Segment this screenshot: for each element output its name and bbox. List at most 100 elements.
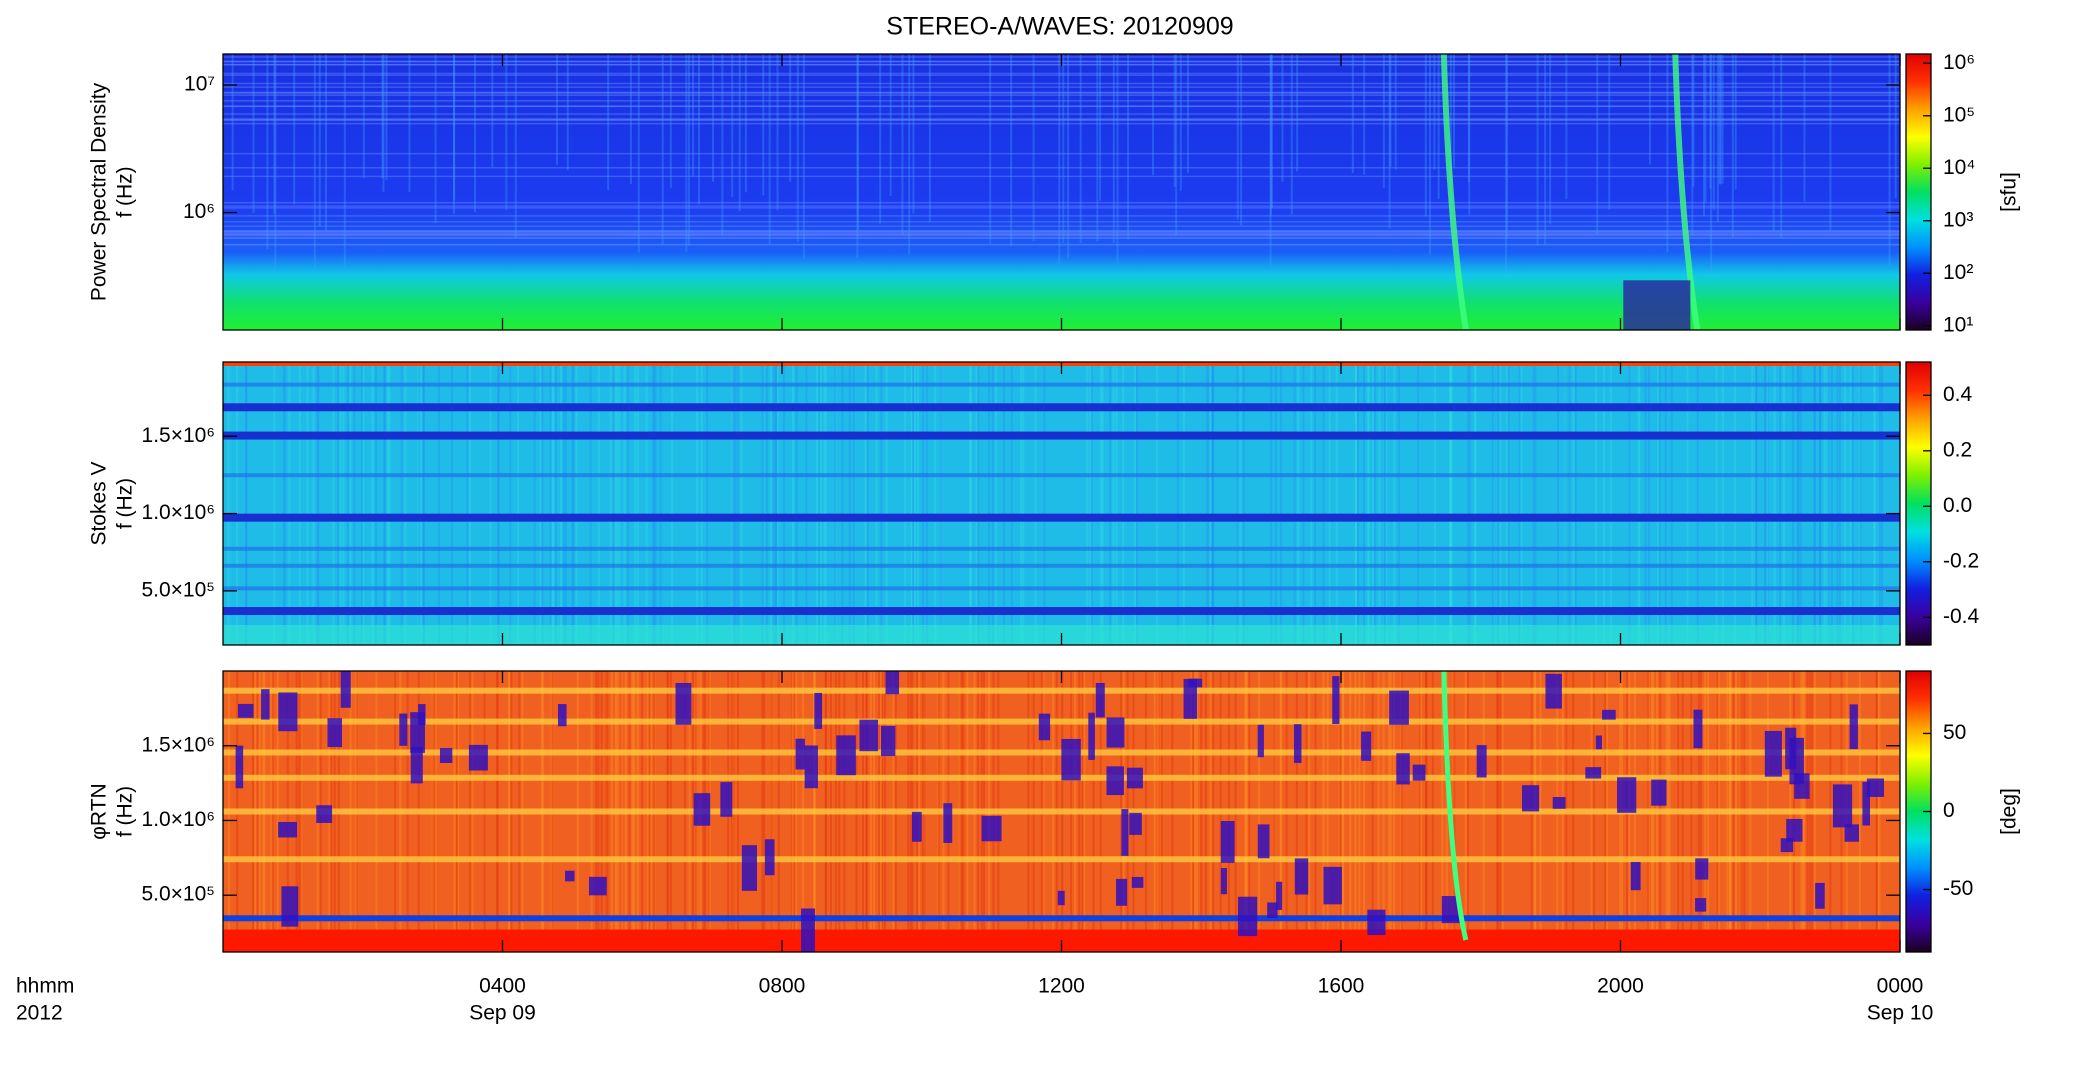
spectrogram-texture bbox=[1378, 362, 1381, 645]
spectrogram bbox=[223, 362, 1900, 645]
spectrogram-texture bbox=[864, 362, 867, 645]
spectrogram-texture bbox=[223, 82, 1900, 85]
spectrogram-texture bbox=[1389, 54, 1392, 167]
spectrogram-texture bbox=[618, 362, 621, 645]
spectrogram-texture bbox=[687, 54, 690, 246]
spectrogram-texture bbox=[734, 362, 737, 645]
spectrogram-texture bbox=[1109, 362, 1112, 645]
spectrogram-texture bbox=[1212, 362, 1215, 645]
spectrogram-texture bbox=[1712, 54, 1715, 211]
spectrogram-texture bbox=[820, 362, 823, 645]
spectrogram-texture bbox=[1126, 767, 1143, 789]
spectrogram-texture bbox=[339, 362, 342, 645]
spectrogram-texture bbox=[1332, 676, 1340, 725]
spectrogram-texture bbox=[991, 362, 994, 645]
spectrogram-texture bbox=[555, 54, 558, 165]
spectrogram-texture bbox=[1010, 54, 1013, 247]
spectrogram-texture bbox=[278, 821, 298, 838]
spectrogram-texture bbox=[223, 167, 1900, 169]
spectrogram-texture bbox=[1441, 896, 1460, 924]
spectrogram-texture bbox=[1134, 362, 1137, 645]
spectrogram-texture bbox=[231, 54, 234, 191]
spectrogram-texture bbox=[489, 362, 492, 645]
spectrogram-texture bbox=[834, 362, 837, 645]
spectrogram-texture bbox=[1648, 54, 1651, 165]
spectrogram-texture bbox=[772, 362, 775, 645]
spectrogram-texture bbox=[1269, 54, 1272, 268]
spectrogram-texture bbox=[1088, 712, 1095, 760]
spectrogram-texture bbox=[327, 718, 343, 748]
colorbar-label: [deg] bbox=[1998, 788, 2021, 835]
spectrogram-texture bbox=[1780, 54, 1783, 239]
spectrogram-texture bbox=[230, 362, 233, 645]
spectrogram-texture bbox=[911, 362, 914, 645]
spectrogram-texture bbox=[1691, 54, 1694, 236]
spectrogram-texture bbox=[769, 362, 772, 645]
spectrogram-texture bbox=[371, 362, 374, 645]
spectrogram-texture bbox=[562, 362, 565, 645]
chart-title: STEREO-A/WAVES: 20120909 bbox=[886, 13, 1233, 41]
spectrogram-texture bbox=[223, 243, 1900, 246]
spectrogram-texture bbox=[634, 362, 637, 645]
spectrogram-texture bbox=[1236, 54, 1239, 220]
spectrogram-texture bbox=[1772, 54, 1775, 232]
spectrogram-texture bbox=[1239, 362, 1242, 645]
spectrogram-texture bbox=[1704, 54, 1707, 203]
spectrogram-texture bbox=[223, 687, 1900, 694]
spectrogram-texture bbox=[588, 876, 607, 896]
spectrogram-texture bbox=[1666, 54, 1669, 253]
spectrogram bbox=[223, 671, 1900, 952]
spectrogram-texture bbox=[1373, 362, 1376, 645]
spectrogram-texture bbox=[969, 362, 972, 645]
spectrogram-texture bbox=[1585, 767, 1602, 779]
spectrogram-texture bbox=[382, 54, 385, 192]
x-tick-label: 2000 bbox=[1597, 975, 1644, 998]
spectrogram-texture bbox=[1099, 362, 1102, 645]
colorbar-label: [sfu] bbox=[1998, 172, 2021, 212]
spectrogram-texture bbox=[337, 362, 340, 645]
spectrogram-texture bbox=[904, 362, 907, 645]
spectrogram-texture bbox=[566, 54, 569, 171]
spectrogram-texture bbox=[1175, 54, 1178, 236]
spectrogram-texture bbox=[1491, 362, 1494, 645]
spectrogram-texture bbox=[697, 54, 700, 205]
spectrogram-texture bbox=[911, 811, 922, 842]
spectrogram-texture bbox=[1715, 362, 1718, 645]
spectrogram-texture bbox=[841, 362, 844, 645]
spectrogram-texture bbox=[692, 54, 695, 177]
spectrogram-texture bbox=[288, 362, 291, 645]
spectrogram-texture bbox=[469, 362, 472, 645]
spectrogram-texture bbox=[1721, 362, 1724, 645]
spectrogram-texture bbox=[332, 362, 335, 645]
spectrogram-texture bbox=[1397, 362, 1400, 645]
spectrogram-texture bbox=[422, 362, 425, 645]
spectrogram-texture bbox=[589, 362, 592, 645]
spectrogram-texture bbox=[614, 362, 617, 645]
spectrogram-texture bbox=[418, 704, 426, 726]
spectrogram-texture bbox=[1267, 902, 1278, 918]
colorbar bbox=[1905, 53, 1932, 331]
spectrogram-texture bbox=[223, 718, 1900, 725]
y-axis-label: Power Spectral Density bbox=[88, 82, 111, 301]
spectrogram-texture bbox=[817, 362, 820, 645]
spectrogram-texture bbox=[1271, 54, 1274, 209]
spectrogram-texture bbox=[1894, 54, 1897, 199]
spectrogram-texture bbox=[410, 746, 423, 784]
spectrogram-texture bbox=[1695, 858, 1709, 880]
spectrogram-texture bbox=[1532, 362, 1535, 645]
spectrogram-texture bbox=[1043, 362, 1046, 645]
spectrogram-texture bbox=[1651, 779, 1667, 806]
spectrogram-texture bbox=[1057, 890, 1065, 906]
spectrogram-texture bbox=[1838, 362, 1841, 645]
spectrogram-texture bbox=[223, 92, 1900, 94]
spectrogram-texture bbox=[1257, 824, 1270, 859]
spectrogram-texture bbox=[1429, 54, 1432, 255]
spectrogram-texture bbox=[223, 232, 1900, 234]
spectrogram-texture bbox=[1544, 54, 1547, 245]
spectrogram-texture bbox=[1115, 362, 1118, 645]
spectrogram-texture bbox=[346, 362, 349, 645]
spectrogram-texture bbox=[1417, 362, 1420, 645]
spectrogram-texture bbox=[1696, 362, 1699, 645]
spectrogram-texture bbox=[1873, 362, 1876, 645]
spectrogram-texture bbox=[1766, 362, 1769, 645]
